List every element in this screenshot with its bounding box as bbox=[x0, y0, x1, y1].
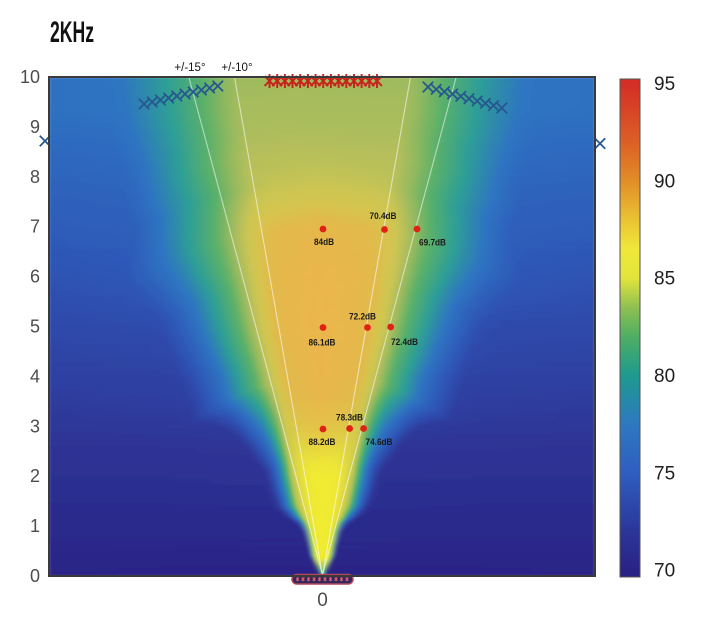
svg-text:5: 5 bbox=[30, 317, 40, 337]
svg-text:95: 95 bbox=[654, 74, 675, 95]
svg-text:85: 85 bbox=[654, 269, 675, 290]
svg-text:9: 9 bbox=[30, 117, 40, 137]
svg-text:10: 10 bbox=[20, 67, 40, 87]
svg-text:2: 2 bbox=[30, 466, 40, 486]
svg-text:90: 90 bbox=[654, 171, 675, 192]
svg-text:78.3dB: 78.3dB bbox=[336, 413, 363, 423]
svg-text:75: 75 bbox=[654, 463, 675, 484]
svg-text:88.2dB: 88.2dB bbox=[309, 437, 336, 447]
svg-text:0: 0 bbox=[30, 566, 40, 586]
svg-text:6: 6 bbox=[30, 267, 40, 287]
svg-text:2KHz: 2KHz bbox=[50, 16, 94, 49]
svg-text:84dB: 84dB bbox=[314, 237, 334, 247]
svg-text:72.2dB: 72.2dB bbox=[349, 312, 376, 322]
svg-text:80: 80 bbox=[654, 366, 675, 387]
svg-text:+/-10°: +/-10° bbox=[221, 62, 252, 74]
svg-text:+/-15°: +/-15° bbox=[174, 62, 205, 74]
svg-text:8: 8 bbox=[30, 167, 40, 187]
svg-text:4: 4 bbox=[30, 366, 40, 386]
svg-text:70.4dB: 70.4dB bbox=[370, 211, 397, 221]
svg-text:3: 3 bbox=[30, 416, 40, 436]
svg-text:86.1dB: 86.1dB bbox=[309, 338, 336, 348]
svg-text:72.4dB: 72.4dB bbox=[391, 337, 418, 347]
svg-text:7: 7 bbox=[30, 217, 40, 237]
svg-text:0: 0 bbox=[317, 590, 328, 611]
svg-text:1: 1 bbox=[30, 516, 40, 536]
svg-text:74.6dB: 74.6dB bbox=[366, 437, 393, 447]
svg-text:69.7dB: 69.7dB bbox=[419, 238, 446, 248]
svg-text:70: 70 bbox=[654, 561, 675, 582]
